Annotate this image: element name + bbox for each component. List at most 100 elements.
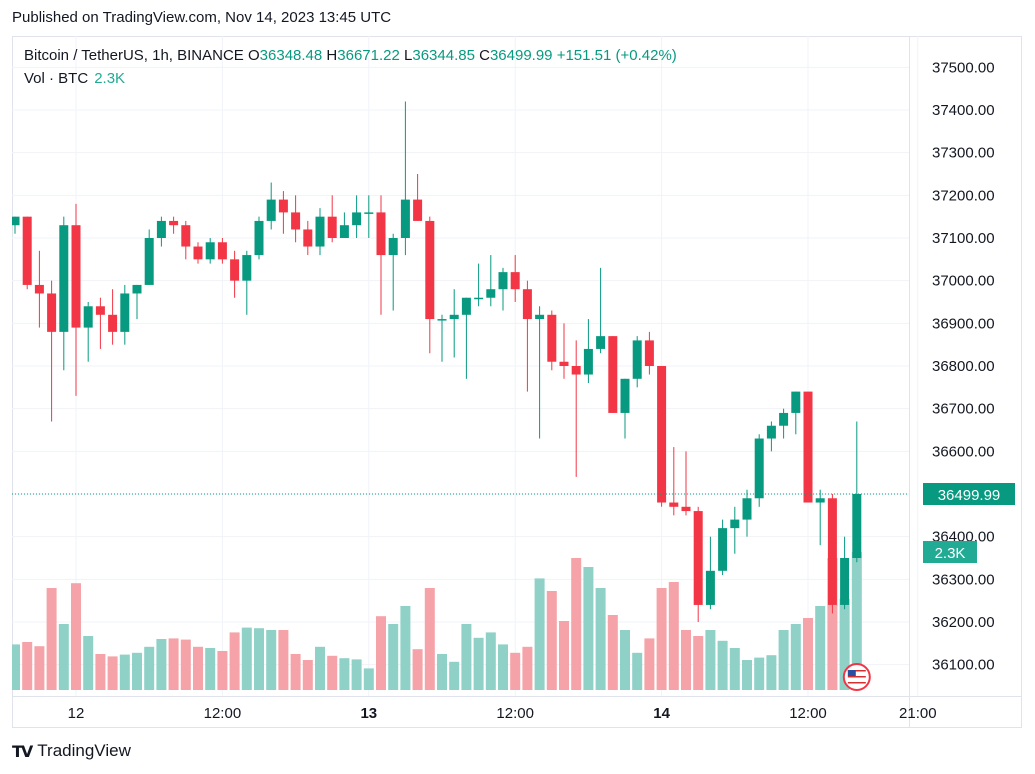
candle-body[interactable] [193,246,203,260]
candle-body[interactable] [559,361,569,366]
candle-body[interactable] [681,506,691,512]
candle-body[interactable] [291,212,301,230]
symbol-title[interactable]: Bitcoin / TetherUS, 1h, BINANCE [24,47,244,64]
candle-body[interactable] [742,498,752,520]
candle-body[interactable] [132,284,142,294]
candle-body[interactable] [437,319,447,321]
candle-body[interactable] [522,289,532,320]
candle-body[interactable] [730,519,740,529]
candle-body[interactable] [315,216,325,247]
candle-body[interactable] [535,314,545,320]
candle-body[interactable] [12,216,20,226]
candle-body[interactable] [254,220,264,256]
candle-body[interactable] [34,284,44,294]
candle-body[interactable] [766,425,776,439]
volume-bar [620,630,630,690]
volume-bar [778,630,789,690]
candle-body[interactable] [388,238,398,256]
candle-body[interactable] [205,242,215,260]
x-tick-label: 12:00 [204,705,242,722]
candle-body[interactable] [156,220,166,238]
candle-body[interactable] [608,336,618,413]
tradingview-logo-icon: TV [12,741,33,761]
candle-body[interactable] [59,225,69,332]
candle-body[interactable] [449,314,459,320]
candle-body[interactable] [425,220,435,320]
candle-body[interactable] [840,558,850,605]
candle-body[interactable] [461,297,471,315]
y-tick-label: 37000.00 [932,273,995,290]
x-tick-label: 12 [68,705,85,722]
candle-body[interactable] [242,255,252,281]
candle-body[interactable] [169,220,179,226]
candle-body[interactable] [693,511,703,605]
candle-body[interactable] [327,216,337,238]
candle-body[interactable] [571,366,581,375]
candle-body[interactable] [230,259,240,281]
candle-body[interactable] [71,225,81,328]
candle-body[interactable] [791,391,801,413]
y-tick-label: 36800.00 [932,358,995,375]
candle-body[interactable] [705,570,715,605]
volume-bar [754,657,765,690]
candle-body[interactable] [669,502,679,507]
candle-body[interactable] [95,306,105,315]
candle-body[interactable] [620,378,630,413]
candle-body[interactable] [352,212,362,226]
candle-body[interactable] [22,216,32,285]
candle-body[interactable] [803,391,813,503]
candle-body[interactable] [376,212,386,256]
candle-body[interactable] [632,340,642,379]
candle-body[interactable] [644,340,654,366]
volume-bar [717,640,728,690]
candle-body[interactable] [120,293,130,332]
candle-body[interactable] [217,242,227,260]
chart-area[interactable]: 37500.00 37400.00 37300.00 37200.00 37100.00… [12,36,1022,728]
volume-bar [449,661,460,690]
candle-body[interactable] [510,272,520,290]
candle-body[interactable] [278,199,288,213]
candle-body[interactable] [498,272,508,290]
candle-body[interactable] [657,366,667,503]
candle-body[interactable] [815,498,825,503]
volume-bar [583,567,594,690]
volume-label[interactable]: Vol · BTC [24,70,89,87]
candle-body[interactable] [827,498,837,605]
y-tick-label: 37500.00 [932,59,995,76]
candle-body[interactable] [303,229,313,247]
candle-body[interactable] [754,438,764,499]
footer-brand[interactable]: TV TradingView [12,741,131,761]
volume-bar [473,637,484,690]
candle-body[interactable] [47,293,57,332]
volume-bar [656,588,667,690]
candle-body[interactable] [339,225,349,238]
candle-body[interactable] [596,336,606,349]
candle-body[interactable] [547,314,557,362]
candle-body[interactable] [364,212,374,214]
volume-bar [607,615,618,690]
volume-value: 2.3K [94,70,126,87]
candle-body[interactable] [413,199,423,221]
candle-body[interactable] [583,348,593,375]
volume-bar [485,632,496,690]
candle-body[interactable] [108,314,118,332]
candle-body[interactable] [144,238,154,285]
candle-body[interactable] [181,225,191,247]
flag-stripe [847,670,866,672]
volume-bar [156,639,167,690]
volume-bar [693,636,704,690]
legend-ohlc: Bitcoin / TetherUS, 1h, BINANCE O36348.4… [24,47,677,64]
candle-body[interactable] [486,289,496,298]
volume-bar [461,624,472,690]
candle-body[interactable] [474,297,484,300]
volume-bar [522,646,533,690]
volume-bar [46,588,57,690]
candlestick-chart[interactable]: 37500.00 37400.00 37300.00 37200.00 37100.00… [12,36,1022,728]
last-price-label: 36499.99 [938,487,1001,504]
candle-body[interactable] [400,199,410,238]
candle-body[interactable] [266,199,276,221]
candle-body[interactable] [779,412,789,426]
candle-body[interactable] [852,494,862,558]
candle-body[interactable] [83,306,93,328]
candle-body[interactable] [718,528,728,571]
